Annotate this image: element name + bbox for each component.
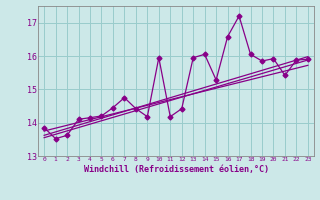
X-axis label: Windchill (Refroidissement éolien,°C): Windchill (Refroidissement éolien,°C) [84, 165, 268, 174]
